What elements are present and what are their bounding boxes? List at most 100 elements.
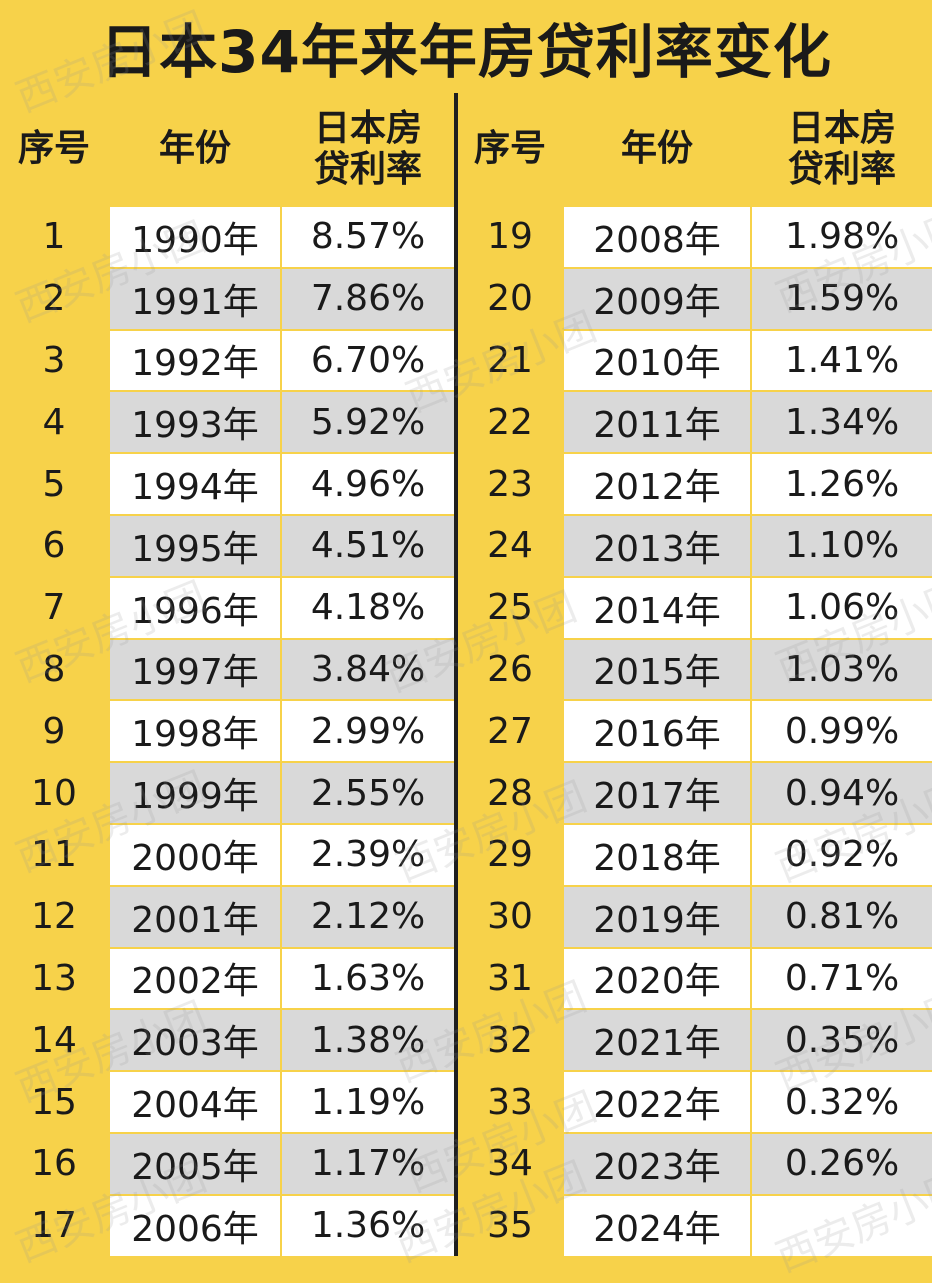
row-rate: 1.38% [282, 1010, 454, 1071]
row-rate: 0.26% [752, 1134, 932, 1194]
row-rate: 2.39% [282, 825, 454, 885]
row-rate: 1.59% [752, 268, 932, 329]
row-number: 27 [458, 701, 562, 762]
row-rate: 6.70% [282, 330, 454, 391]
row-number: 4 [0, 392, 108, 453]
row-year: 2013年 [564, 516, 750, 576]
row-year: 1998年 [110, 701, 280, 762]
header-year: 年份 [110, 93, 280, 205]
row-number: 28 [458, 763, 562, 823]
row-rate: 1.10% [752, 516, 932, 576]
row-number: 13 [0, 948, 108, 1009]
row-year: 1991年 [110, 268, 280, 329]
row-year: 2020年 [564, 948, 750, 1009]
row-year: 2004年 [110, 1072, 280, 1132]
row-number: 6 [0, 516, 108, 576]
row-rate: 3.84% [282, 639, 454, 700]
row-rate: 2.55% [282, 763, 454, 823]
row-year: 2008年 [564, 207, 750, 267]
row-rate: 0.81% [752, 886, 932, 947]
header-year: 年份 [564, 93, 750, 205]
row-year: 1999年 [110, 763, 280, 823]
row-year: 1990年 [110, 207, 280, 267]
header-rate-line2: 贷利率 [787, 149, 896, 190]
row-rate: 1.06% [752, 577, 932, 638]
row-rate: 0.35% [752, 1010, 932, 1071]
row-rate: 0.92% [752, 825, 932, 885]
row-number: 5 [0, 454, 108, 514]
row-number: 23 [458, 454, 562, 514]
header-rate: 日本房 贷利率 [752, 93, 932, 205]
page-title: 日本34年来年房贷利率变化 [0, 0, 932, 93]
row-year: 2001年 [110, 886, 280, 947]
row-year: 2019年 [564, 886, 750, 947]
row-year: 2012年 [564, 454, 750, 514]
row-number: 7 [0, 577, 108, 638]
row-rate: 2.99% [282, 701, 454, 762]
row-year: 1992年 [110, 330, 280, 391]
row-number: 21 [458, 330, 562, 391]
row-year: 2023年 [564, 1134, 750, 1194]
row-year: 2016年 [564, 701, 750, 762]
row-rate: 4.18% [282, 577, 454, 638]
row-year: 2009年 [564, 268, 750, 329]
row-number: 14 [0, 1010, 108, 1071]
row-rate: 4.51% [282, 516, 454, 576]
row-year: 1997年 [110, 639, 280, 700]
row-number: 22 [458, 392, 562, 453]
row-rate: 1.98% [752, 207, 932, 267]
row-number: 3 [0, 330, 108, 391]
row-number: 15 [0, 1072, 108, 1132]
header-rate: 日本房 贷利率 [282, 93, 454, 205]
row-number: 34 [458, 1134, 562, 1194]
row-rate: 1.34% [752, 392, 932, 453]
row-number: 20 [458, 268, 562, 329]
row-number: 2 [0, 268, 108, 329]
row-number: 8 [0, 639, 108, 700]
row-number: 33 [458, 1072, 562, 1132]
row-rate: 1.63% [282, 948, 454, 1009]
row-number: 19 [458, 207, 562, 267]
row-year: 2024年 [564, 1195, 750, 1256]
row-number: 25 [458, 577, 562, 638]
row-rate: 4.96% [282, 454, 454, 514]
row-year: 2015年 [564, 639, 750, 700]
row-rate: 7.86% [282, 268, 454, 329]
row-year: 2018年 [564, 825, 750, 885]
center-divider [454, 93, 458, 1256]
header-seq: 序号 [458, 93, 562, 205]
row-year: 2002年 [110, 948, 280, 1009]
row-year: 1995年 [110, 516, 280, 576]
row-rate: 8.57% [282, 207, 454, 267]
row-year: 2005年 [110, 1134, 280, 1194]
row-year: 1996年 [110, 577, 280, 638]
row-year: 2003年 [110, 1010, 280, 1071]
row-year: 2022年 [564, 1072, 750, 1132]
row-rate: 0.71% [752, 948, 932, 1009]
row-year: 2011年 [564, 392, 750, 453]
row-number: 30 [458, 886, 562, 947]
row-number: 31 [458, 948, 562, 1009]
row-rate: 1.36% [282, 1195, 454, 1256]
header-rate-line1: 日本房 [313, 107, 422, 149]
row-number: 32 [458, 1010, 562, 1071]
row-rate [752, 1195, 932, 1256]
row-year: 2014年 [564, 577, 750, 638]
row-number: 1 [0, 207, 108, 267]
row-year: 2006年 [110, 1195, 280, 1256]
row-number: 10 [0, 763, 108, 823]
row-year: 2021年 [564, 1010, 750, 1071]
header-rate-line1: 日本房 [787, 107, 896, 149]
row-rate: 0.32% [752, 1072, 932, 1132]
row-rate: 5.92% [282, 392, 454, 453]
row-number: 35 [458, 1195, 562, 1256]
row-number: 29 [458, 825, 562, 885]
row-year: 1994年 [110, 454, 280, 514]
row-number: 24 [458, 516, 562, 576]
row-rate: 1.03% [752, 639, 932, 700]
row-number: 17 [0, 1195, 108, 1256]
row-rate: 1.17% [282, 1134, 454, 1194]
header-seq: 序号 [0, 93, 108, 205]
row-rate: 0.94% [752, 763, 932, 823]
row-year: 2010年 [564, 330, 750, 391]
